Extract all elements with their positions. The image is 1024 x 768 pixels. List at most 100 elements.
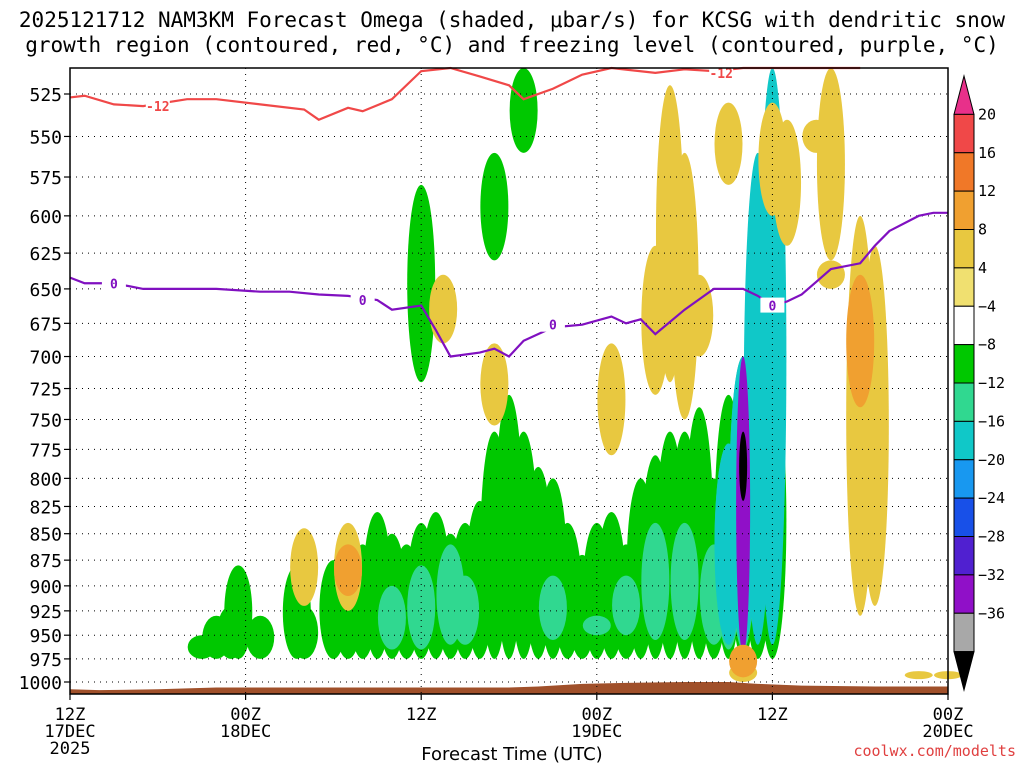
y-tick-label-950: 950	[29, 626, 62, 647]
omega-teal-cell-1	[407, 565, 436, 650]
colorbar-label-8: −16	[978, 412, 1005, 430]
y-tick-label-725: 725	[29, 380, 62, 401]
colorbar-swatch-1	[953, 113, 975, 154]
colorbar-label-7: −12	[978, 374, 1005, 392]
dendritic-snow-growth-label-0: -12	[146, 100, 169, 115]
colorbar-label-6: −8	[978, 336, 996, 354]
y-tick-label-750: 750	[29, 410, 62, 431]
dendritic-snow-growth-label-bg-0	[145, 98, 170, 114]
y-tick-label-650: 650	[29, 280, 62, 301]
freezing-level-label-0: 0	[110, 277, 118, 292]
dendritic-snow-growth-contour	[69, 66, 861, 121]
omega-green-cell-39	[480, 152, 509, 261]
y-axis-ticks: 525 550 575 600 625 650 675 700 725 750 775 800 825 8…	[19, 85, 70, 694]
x-tick-label-24-1: 12Z	[406, 705, 437, 725]
x-tick-label-48-1: 12Z	[757, 705, 788, 725]
y-tick-label-550: 550	[29, 127, 62, 148]
omega-orange-cell-0	[334, 544, 363, 596]
y-tick-label-525: 525	[29, 85, 62, 106]
omega-teal-cell-8	[670, 522, 699, 640]
colorbar-label-1: 16	[978, 144, 996, 162]
omega-yellow-cell-0	[290, 528, 319, 606]
colorbar-swatch-11	[953, 497, 975, 537]
y-tick-label-900: 900	[29, 577, 62, 598]
y-tick-label-1000: 1000	[19, 673, 62, 694]
colorbar-label-13: −36	[978, 604, 1005, 622]
x-tick-label-0-1: 12Z	[55, 705, 86, 725]
omega-teal-cell-0	[377, 585, 406, 650]
colorbar-swatch-6	[953, 305, 975, 346]
colorbar-swatch-3	[953, 190, 975, 230]
freezing-level-label-2: 0	[549, 319, 557, 334]
omega-yellow-cell-15	[816, 260, 845, 289]
omega-teal-cell-6	[612, 575, 641, 636]
colorbar-label-12: −32	[978, 566, 1005, 584]
colorbar-label-10: −24	[978, 489, 1005, 507]
omega-yellow-cell-14	[816, 68, 845, 261]
y-tick-label-700: 700	[29, 348, 62, 369]
colorbar-swatch-12	[953, 536, 975, 576]
omega-green-cell-40	[509, 68, 538, 153]
omega-yellow-cell-18	[904, 671, 933, 680]
colorbar-label-4: 4	[978, 259, 987, 277]
colorbar-label-3: 8	[978, 221, 987, 239]
freezing-level-label-bg-3	[760, 297, 785, 313]
omega-purple-core-cell-0	[736, 356, 751, 655]
colorbar-swatch-2	[953, 152, 975, 192]
omega-shading-layer	[187, 68, 962, 682]
x-tick-label-36-1: 00Z	[581, 705, 612, 725]
colorbar-swatch-5	[953, 267, 975, 307]
omega-teal-cell-4	[538, 575, 567, 640]
omega-yellow-cell-9	[714, 102, 743, 185]
x-axis-label: Forecast Time (UTC)	[421, 744, 603, 765]
omega-green-cell-4	[246, 615, 275, 659]
x-tick-label-60-1: 00Z	[933, 705, 964, 725]
colorbar-swatch-9	[953, 420, 975, 461]
freezing-level-label-bg-0	[101, 275, 126, 291]
omega-green-cell-38	[407, 184, 436, 383]
colorbar-swatch-4	[953, 229, 975, 269]
y-tick-label-625: 625	[29, 244, 62, 265]
freezing-level-label-bg-1	[350, 292, 375, 308]
omega-teal-cell-3	[451, 575, 480, 645]
y-tick-label-600: 600	[29, 207, 62, 228]
y-tick-label-575: 575	[29, 168, 62, 189]
freezing-level-contour	[69, 211, 948, 358]
colorbar-swatch-8	[953, 382, 975, 422]
colorbar-top-arrow	[953, 74, 975, 115]
freezing-level-label-bg-2	[540, 316, 565, 332]
y-tick-label-800: 800	[29, 469, 62, 490]
omega-orange-cell-2	[846, 274, 875, 408]
colorbar-label-2: 12	[978, 182, 996, 200]
omega-green-cell-6	[290, 605, 319, 659]
y-tick-label-925: 925	[29, 602, 62, 623]
colorbar-label-9: −20	[978, 451, 1005, 469]
x-tick-label-12-1: 00Z	[230, 705, 261, 725]
x-tick-label-60-2: 20DEC	[922, 722, 973, 742]
omega-yellow-cell-2	[429, 274, 458, 344]
colorbar-swatch-7	[953, 344, 975, 384]
y-tick-label-875: 875	[29, 551, 62, 572]
colorbar-label-5: −4	[978, 297, 996, 315]
freezing-level-label-3: 0	[768, 300, 776, 315]
omega-yellow-cell-3	[480, 343, 509, 426]
colorbar-label-0: 20	[978, 105, 996, 123]
x-tick-label-12-2: 18DEC	[220, 722, 271, 742]
credit-text: coolwx.com/modelts	[853, 742, 1016, 760]
colorbar-swatch-14	[953, 612, 975, 653]
x-tick-label-0-2: 17DEC	[44, 722, 95, 742]
y-tick-label-850: 850	[29, 525, 62, 546]
plot-frame	[69, 67, 949, 695]
terrain-layer	[70, 682, 948, 694]
colorbar-label-11: −28	[978, 528, 1005, 546]
y-tick-label-675: 675	[29, 314, 62, 335]
omega-yellow-cell-8	[685, 274, 714, 357]
omega-yellow-cell-4	[597, 343, 626, 456]
contour-layer: -12 -12 0 0 0 0	[69, 64, 948, 358]
freezing-level-label-1: 0	[359, 294, 367, 309]
x-tick-label-36-2: 19DEC	[571, 722, 622, 742]
chart-title-line-2: growth region (contoured, red, °C) and f…	[25, 33, 999, 57]
omega-green-cell-3	[224, 565, 253, 659]
